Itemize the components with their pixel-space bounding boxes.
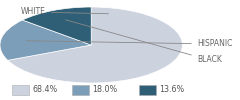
Wedge shape [0,20,91,60]
Text: BLACK: BLACK [66,20,222,64]
Text: HISPANIC: HISPANIC [26,40,232,48]
Text: 68.4%: 68.4% [32,86,58,94]
Wedge shape [8,7,182,83]
Text: WHITE: WHITE [21,8,108,16]
Wedge shape [22,7,91,45]
Text: 13.6%: 13.6% [160,86,185,94]
FancyBboxPatch shape [139,85,156,95]
Text: 18.0%: 18.0% [92,86,118,94]
FancyBboxPatch shape [72,85,89,95]
FancyBboxPatch shape [12,85,29,95]
